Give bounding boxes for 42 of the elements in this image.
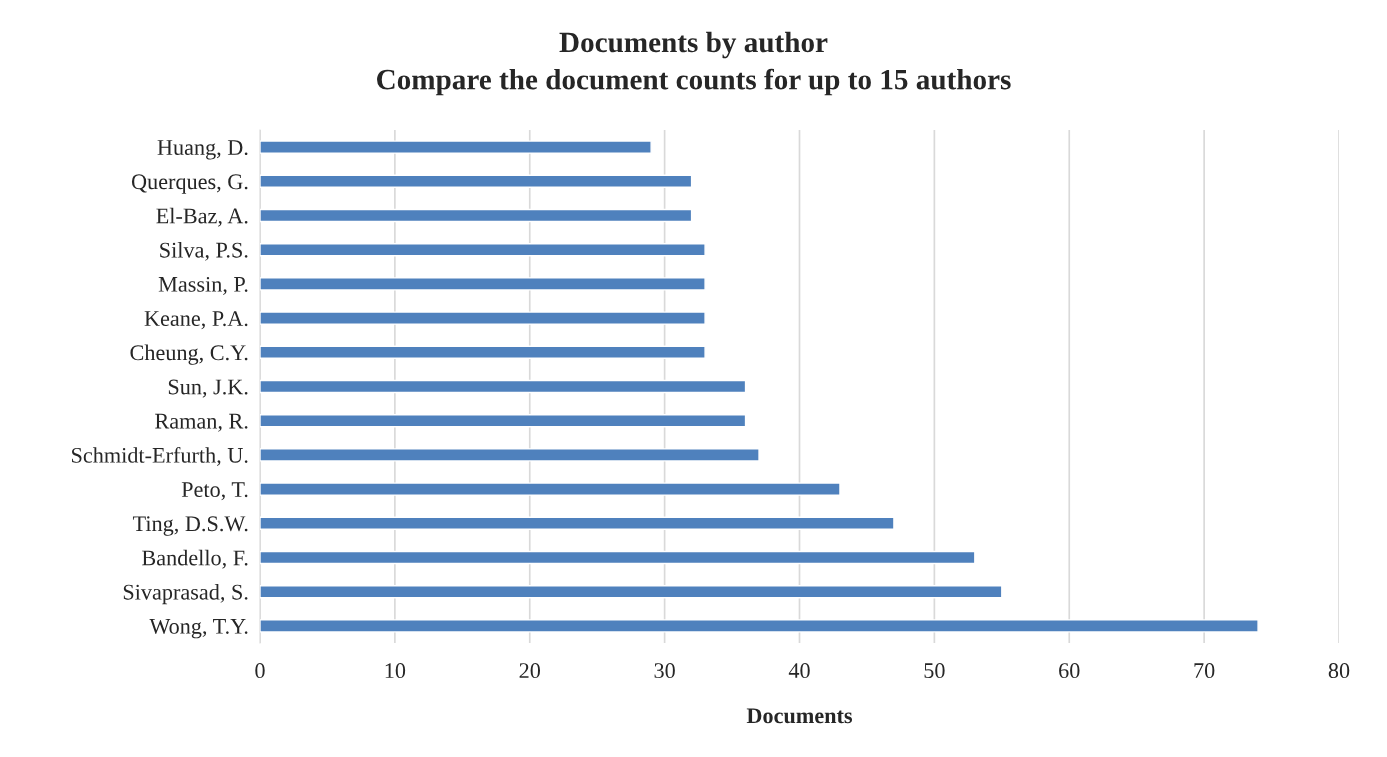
y-tick-label: Silva, P.S. (160, 241, 248, 261)
bar (260, 619, 1259, 633)
bar (260, 311, 706, 325)
x-tick-label: 20 (519, 663, 541, 679)
y-tick-label: Cheung, C.Y. (130, 344, 248, 365)
y-tick-label: Huang, D. (157, 140, 248, 160)
chart-subtitle: Compare the document counts for up to 15 authors (377, 68, 1011, 96)
bar (260, 379, 747, 394)
y-tick-label: Sivaprasad, S. (123, 583, 248, 605)
bar (260, 174, 693, 188)
bar (260, 482, 841, 496)
bar (260, 243, 706, 257)
chart-title: Documents by author (559, 31, 828, 59)
bar (260, 550, 976, 565)
bar (260, 208, 693, 223)
bar (260, 585, 1003, 599)
bar (260, 448, 760, 462)
bar (260, 516, 895, 530)
x-tick-label: 30 (654, 663, 675, 679)
y-tick-label: Sun, J.K. (168, 379, 248, 398)
y-tick-label: Massin, P. (158, 276, 248, 296)
y-tick-label: Wong, T.Y. (149, 619, 248, 639)
bar (260, 345, 706, 359)
y-tick-label: Keane, P.A. (144, 311, 248, 330)
y-tick-label: Schmidt-Erfurth, U. (72, 446, 248, 467)
x-tick-label: 70 (1194, 663, 1215, 679)
x-tick-label: 40 (788, 663, 810, 679)
y-tick-label: Raman, R. (155, 413, 248, 432)
bar (260, 140, 652, 154)
x-tick-label: 60 (1059, 663, 1080, 679)
x-axis-title: Documents (746, 708, 853, 724)
y-tick-label: Ting, D.S.W. (132, 516, 248, 536)
y-tick-label: Bandello, F. (142, 549, 248, 569)
bar (260, 414, 747, 428)
bar (260, 277, 706, 291)
x-tick-label: 80 (1328, 663, 1350, 679)
y-tick-label: El-Baz, A. (156, 207, 248, 227)
y-tick-label: Peto, T. (181, 482, 248, 501)
y-tick-label: Querques, G. (131, 174, 248, 194)
x-tick-label: 50 (924, 663, 945, 679)
x-tick-label: 10 (385, 663, 406, 679)
x-tick-label: 0 (255, 663, 265, 679)
